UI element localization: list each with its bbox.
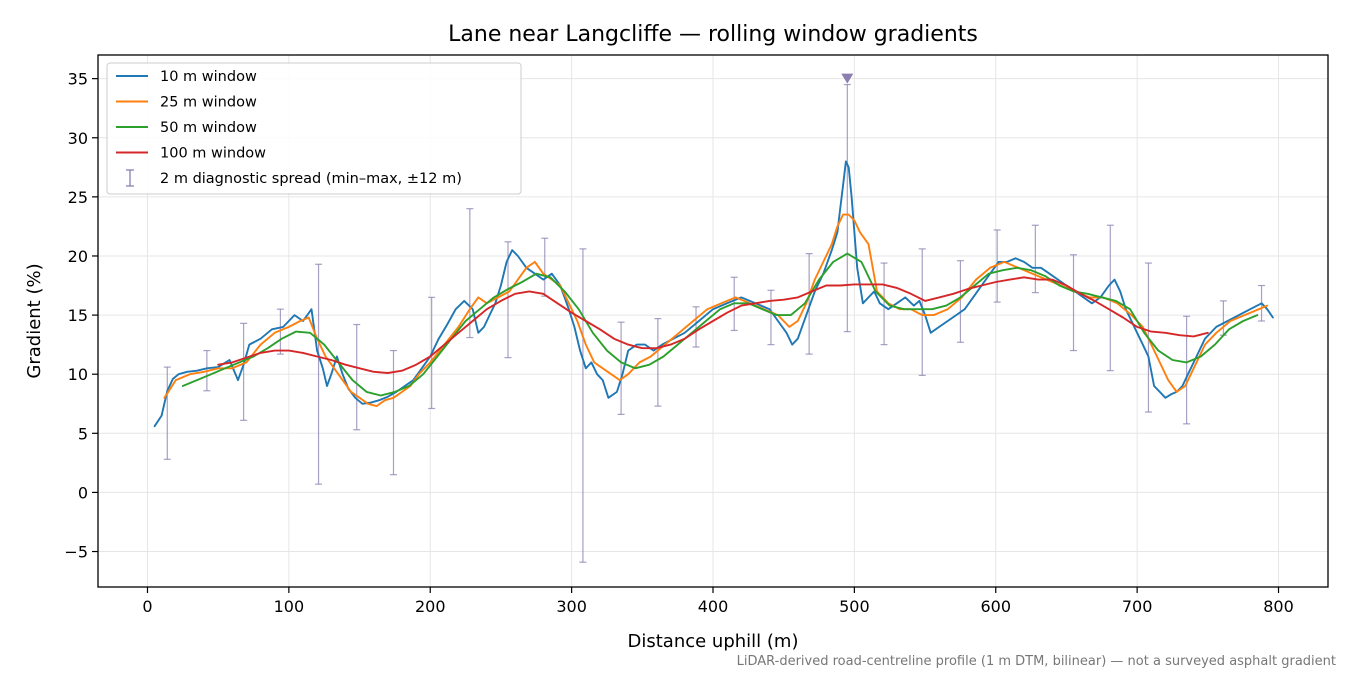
diagnostic-spread-bar [353,323,361,431]
legend-entry: 2 m diagnostic spread (min–max, ±12 m) [126,169,462,187]
x-tick-label: 800 [1263,597,1294,616]
diagnostic-spread-bar [805,253,813,355]
y-tick-label: 25 [68,188,88,207]
diagnostic-spread-bar [315,263,323,485]
diagnostic-spread-bar [843,83,851,333]
x-tick-label: 600 [980,597,1011,616]
diagnostic-spread-bar [993,229,1001,303]
chart-title: Lane near Langcliffe — rolling window gr… [448,22,978,47]
diagnostic-spread-bar [1031,224,1039,294]
legend-box [106,62,522,195]
legend-entry: 100 m window [116,146,266,162]
x-tick-label: 500 [839,597,870,616]
diagnostic-spread-bar [240,322,248,421]
legend-entry: 50 m window [116,120,257,136]
y-axis-label: Gradient (%) [24,263,45,378]
legend-entry: 10 m window [116,69,257,85]
x-tick-label: 100 [274,597,305,616]
x-tick-label: 200 [415,597,446,616]
peak-marker-triangle [841,73,854,84]
x-tick-label: 400 [698,597,729,616]
axis-ticks: 0 100 200 300 400 500 600 700 800 −5 0 5 10 15 20 25 30 3… [64,70,1293,616]
x-tick-label: 700 [1122,597,1153,616]
legend-entry: 25 m window [116,95,257,111]
footnote: LiDAR-derived road-centreline profile (1… [737,654,1336,669]
series-lines [153,160,1274,428]
diagnostic-spread-bar [692,306,700,348]
series-line-100-m-window [217,276,1209,374]
legend-label: 25 m window [160,95,257,111]
diagnostic-spread-bar [654,318,662,407]
legend-label: 10 m window [160,69,257,85]
diagnostic-spread-bar [918,248,926,376]
peak-marker-layer [841,73,854,84]
legend: 10 m window 25 m window 50 m window 100 m w… [106,62,522,195]
series-line-10-m-window [153,160,1274,428]
y-tick-label: 20 [68,247,88,266]
x-tick-label: 0 [142,597,152,616]
legend-label: 50 m window [160,120,257,136]
diagnostic-spread-bar [617,321,625,415]
y-tick-label: 35 [68,70,88,89]
y-tick-label: 10 [68,365,88,384]
y-tick-label: 0 [78,483,88,502]
y-tick-label: 5 [78,424,88,443]
diagnostic-spread-bar [956,260,964,343]
diagnostic-spread-bar [1070,254,1078,352]
diagnostic-spread-bar [163,366,171,460]
diagnostic-spread-bar [880,262,888,346]
diagnostic-spread-bar [579,248,587,563]
x-tick-label: 300 [556,597,587,616]
legend-label: 100 m window [160,146,266,162]
diagnostic-spread-bar [1183,315,1191,425]
diagnostic-spread-bar [466,208,474,339]
legend-label: 2 m diagnostic spread (min–max, ±12 m) [160,171,462,187]
x-axis-label: Distance uphill (m) [628,631,799,652]
diagnostic-spread-bar [276,308,284,355]
y-tick-label: 15 [68,306,88,325]
diagnostic-spread-bar [1106,224,1114,372]
y-tick-label: 30 [68,129,88,148]
diagnostic-spread-bar [767,289,775,346]
y-tick-label: −5 [64,543,88,562]
